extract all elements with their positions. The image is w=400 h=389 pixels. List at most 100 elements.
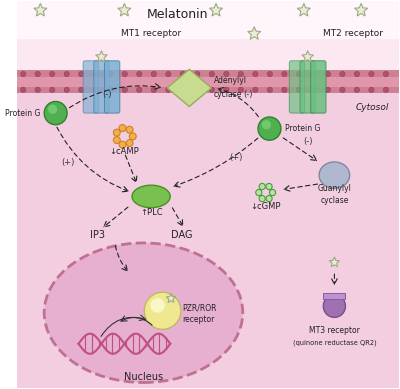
- Circle shape: [78, 71, 84, 77]
- Text: IP3: IP3: [90, 230, 105, 240]
- Text: DAG: DAG: [171, 230, 192, 240]
- Circle shape: [325, 87, 330, 93]
- Bar: [18, 1, 399, 39]
- Circle shape: [137, 87, 142, 93]
- Circle shape: [151, 87, 156, 93]
- Circle shape: [35, 71, 40, 77]
- Circle shape: [108, 87, 113, 93]
- Polygon shape: [297, 4, 310, 16]
- Polygon shape: [166, 293, 176, 303]
- Circle shape: [258, 117, 281, 140]
- Circle shape: [296, 87, 302, 93]
- Text: (-): (-): [303, 137, 312, 145]
- Polygon shape: [118, 4, 131, 16]
- Circle shape: [144, 292, 181, 329]
- Circle shape: [340, 87, 345, 93]
- Polygon shape: [354, 4, 368, 16]
- Text: PZR/ROR
receptor: PZR/ROR receptor: [182, 303, 217, 324]
- FancyBboxPatch shape: [311, 61, 326, 113]
- Circle shape: [180, 87, 186, 93]
- Circle shape: [354, 87, 360, 93]
- Circle shape: [209, 71, 214, 77]
- Text: Protein G: Protein G: [5, 109, 40, 117]
- Circle shape: [48, 105, 57, 114]
- Circle shape: [253, 87, 258, 93]
- Circle shape: [325, 71, 330, 77]
- Polygon shape: [96, 51, 107, 62]
- Circle shape: [259, 184, 265, 189]
- Circle shape: [108, 71, 113, 77]
- Bar: [18, 1, 399, 72]
- Text: Protein G: Protein G: [285, 124, 320, 133]
- Polygon shape: [167, 69, 212, 107]
- Circle shape: [209, 87, 214, 93]
- Circle shape: [354, 71, 360, 77]
- Circle shape: [267, 87, 272, 93]
- Circle shape: [369, 87, 374, 93]
- Circle shape: [126, 126, 133, 133]
- Circle shape: [129, 133, 136, 140]
- Circle shape: [93, 71, 98, 77]
- Text: (+): (+): [61, 158, 74, 167]
- Circle shape: [44, 102, 67, 125]
- Text: (-): (-): [244, 90, 253, 99]
- Bar: [18, 70, 399, 93]
- Polygon shape: [329, 257, 340, 267]
- Circle shape: [282, 71, 287, 77]
- Circle shape: [238, 71, 244, 77]
- Circle shape: [311, 71, 316, 77]
- Circle shape: [64, 87, 69, 93]
- Circle shape: [20, 71, 26, 77]
- Text: Adenylyl: Adenylyl: [214, 76, 247, 86]
- Text: cyclase: cyclase: [214, 90, 242, 99]
- Text: ↑PLC: ↑PLC: [140, 208, 162, 217]
- Circle shape: [50, 71, 55, 77]
- Text: MT1 receptor: MT1 receptor: [120, 29, 181, 38]
- Circle shape: [259, 196, 265, 202]
- Circle shape: [119, 141, 126, 148]
- Circle shape: [126, 140, 133, 147]
- Circle shape: [93, 87, 98, 93]
- Circle shape: [266, 184, 272, 189]
- Circle shape: [282, 87, 287, 93]
- Circle shape: [262, 120, 271, 130]
- Circle shape: [122, 71, 128, 77]
- Circle shape: [150, 298, 165, 313]
- Text: (-): (-): [102, 90, 112, 99]
- Circle shape: [166, 87, 171, 93]
- Circle shape: [253, 71, 258, 77]
- Circle shape: [224, 71, 229, 77]
- Circle shape: [383, 87, 389, 93]
- Circle shape: [20, 87, 26, 93]
- Circle shape: [113, 129, 120, 136]
- Ellipse shape: [319, 162, 350, 188]
- Circle shape: [369, 71, 374, 77]
- Circle shape: [119, 124, 126, 131]
- Circle shape: [113, 137, 120, 144]
- Circle shape: [256, 189, 262, 196]
- Text: Guanylyl
cyclase: Guanylyl cyclase: [318, 184, 351, 205]
- Circle shape: [166, 71, 171, 77]
- Polygon shape: [34, 4, 47, 16]
- Circle shape: [195, 71, 200, 77]
- Polygon shape: [210, 4, 222, 16]
- FancyBboxPatch shape: [83, 61, 98, 113]
- Circle shape: [267, 71, 272, 77]
- Text: ↓cGMP: ↓cGMP: [250, 202, 281, 211]
- Text: Nucleus: Nucleus: [124, 371, 163, 382]
- Circle shape: [266, 196, 272, 202]
- Ellipse shape: [44, 243, 243, 382]
- Polygon shape: [302, 51, 314, 62]
- Text: Melatonin: Melatonin: [147, 8, 208, 21]
- Circle shape: [50, 87, 55, 93]
- Polygon shape: [248, 27, 261, 39]
- Circle shape: [340, 71, 345, 77]
- Bar: [323, 293, 346, 299]
- Circle shape: [137, 71, 142, 77]
- Text: (+): (+): [229, 153, 242, 162]
- FancyBboxPatch shape: [289, 61, 305, 113]
- Circle shape: [122, 87, 128, 93]
- Text: ↓cAMP: ↓cAMP: [110, 147, 139, 156]
- Ellipse shape: [132, 185, 170, 208]
- Text: MT3 receptor: MT3 receptor: [309, 326, 360, 335]
